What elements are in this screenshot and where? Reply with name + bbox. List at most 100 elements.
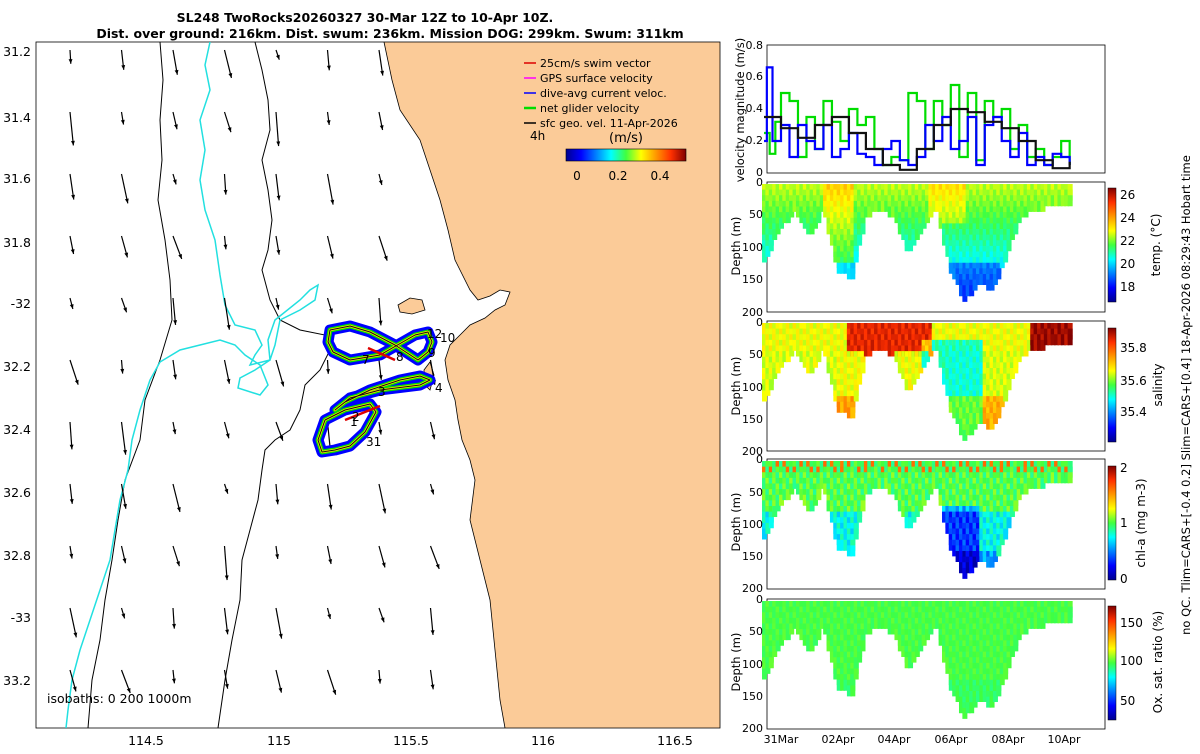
- section-cell: [836, 345, 842, 357]
- section-cell: [982, 362, 988, 374]
- section-cell: [857, 212, 863, 224]
- section-cell: [972, 522, 978, 534]
- section-cell: [908, 234, 914, 246]
- section-cell: [958, 217, 964, 229]
- section-cell: [782, 483, 788, 495]
- section-cell: [887, 612, 893, 624]
- section-cell: [880, 466, 886, 478]
- section-cell: [1050, 334, 1056, 346]
- section-cell: [884, 612, 890, 624]
- section-cell: [843, 668, 849, 680]
- section-cell: [969, 424, 975, 436]
- lat-tick-1: 31.4: [3, 110, 31, 125]
- section-cell: [972, 245, 978, 257]
- section-cell: [955, 500, 961, 512]
- section-cell: [948, 612, 954, 624]
- section-cell: [891, 483, 897, 495]
- section-cell: [989, 217, 995, 229]
- section-cell: [979, 494, 985, 506]
- section-cell: [931, 328, 937, 340]
- section-cell: [914, 617, 920, 629]
- section-cell: [1006, 477, 1012, 489]
- section-cell: [785, 328, 791, 340]
- section-cell: [989, 413, 995, 424]
- section-cell: [965, 506, 971, 517]
- section-cell: [965, 262, 971, 274]
- section-cell: [833, 184, 839, 195]
- section-cell: [969, 223, 975, 235]
- section-cell: [972, 668, 978, 680]
- section-cell: [897, 494, 903, 506]
- section-cell: [846, 634, 852, 646]
- sfc-velocity-arrow: [172, 173, 177, 185]
- ox-ytick-4: 200: [742, 722, 763, 735]
- section-cell: [836, 461, 842, 472]
- section-cell: [850, 240, 856, 252]
- section-cell: [1006, 184, 1012, 195]
- section-cell: [962, 522, 968, 534]
- section-cell: [877, 472, 883, 484]
- section-cell: [996, 240, 1002, 252]
- section-cell: [989, 483, 995, 495]
- section-cell: [982, 617, 988, 629]
- section-cell: [806, 334, 812, 346]
- section-cell: [1043, 601, 1049, 612]
- section-cell: [901, 623, 907, 635]
- section-cell: [948, 368, 954, 379]
- section-cell: [870, 466, 876, 478]
- section-cell: [986, 517, 992, 529]
- section-cell: [843, 528, 849, 540]
- section-cell: [996, 477, 1002, 489]
- sfc-velocity-arrow: [223, 545, 229, 581]
- section-cell: [979, 379, 985, 391]
- section-cell: [901, 351, 907, 363]
- section-cell: [887, 195, 893, 207]
- section-cell: [836, 539, 842, 551]
- section-cell: [860, 200, 866, 212]
- section-cell: [989, 685, 995, 697]
- section-cell: [965, 646, 971, 657]
- section-cell: [891, 345, 897, 357]
- section-cell: [1003, 629, 1009, 641]
- section-cell: [969, 379, 975, 391]
- section-cell: [1003, 522, 1009, 534]
- section-cell: [972, 206, 978, 218]
- section-cell: [840, 362, 846, 374]
- section-cell: [816, 461, 822, 472]
- section-cell: [982, 612, 988, 624]
- section-cell: [992, 328, 998, 340]
- section-cell: [826, 601, 832, 612]
- section-cell: [958, 413, 964, 424]
- section-cell: [789, 617, 795, 629]
- chl-ctick-0: 0: [1120, 572, 1128, 586]
- section-cell: [958, 679, 964, 691]
- section-cell: [928, 328, 934, 340]
- section-cell: [962, 707, 968, 719]
- section-cell: [914, 606, 920, 618]
- section-cell: [979, 545, 985, 557]
- section-cell: [775, 601, 781, 612]
- isobath-1000m: [87, 42, 173, 728]
- section-cell: [789, 184, 795, 195]
- section-cell: [958, 206, 964, 218]
- section-cell: [762, 472, 768, 484]
- section-cell: [1064, 328, 1070, 340]
- section-cell: [840, 483, 846, 495]
- section-cell: [836, 601, 842, 612]
- section-cell: [772, 229, 778, 240]
- section-cell: [945, 339, 951, 351]
- section-cell: [955, 262, 961, 274]
- section-cell: [979, 528, 985, 540]
- section-cell: [765, 617, 771, 629]
- section-cell: [762, 668, 768, 680]
- chl-ctick-2: 2: [1120, 461, 1128, 475]
- section-cell: [965, 601, 971, 612]
- section-cell: [982, 356, 988, 368]
- section-cell: [948, 229, 954, 240]
- section-cell: [843, 229, 849, 240]
- section-cell: [904, 345, 910, 357]
- section-cell: [975, 245, 981, 257]
- section-cell: [795, 623, 801, 635]
- section-cell: [979, 691, 985, 702]
- section-cell: [853, 206, 859, 218]
